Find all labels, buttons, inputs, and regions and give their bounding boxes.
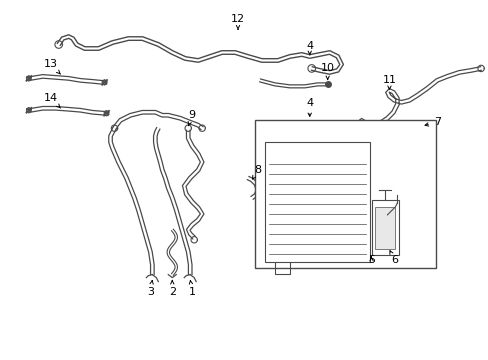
Bar <box>264 142 369 262</box>
Text: 1: 1 <box>188 280 195 297</box>
Text: 13: 13 <box>43 59 61 74</box>
Text: 6: 6 <box>389 251 397 265</box>
Bar <box>371 200 399 255</box>
Text: 11: 11 <box>382 75 396 89</box>
Bar <box>254 120 435 268</box>
Text: 3: 3 <box>146 280 154 297</box>
Text: 4: 4 <box>305 41 313 54</box>
Text: 10: 10 <box>320 63 334 80</box>
Text: 9: 9 <box>188 110 195 126</box>
Bar <box>375 207 395 249</box>
Text: 8: 8 <box>252 165 261 179</box>
Text: 12: 12 <box>230 14 244 29</box>
Text: 2: 2 <box>168 280 176 297</box>
Text: 14: 14 <box>43 93 61 108</box>
Text: 5: 5 <box>367 255 374 265</box>
Text: 4: 4 <box>305 98 313 116</box>
Text: 7: 7 <box>424 117 440 127</box>
